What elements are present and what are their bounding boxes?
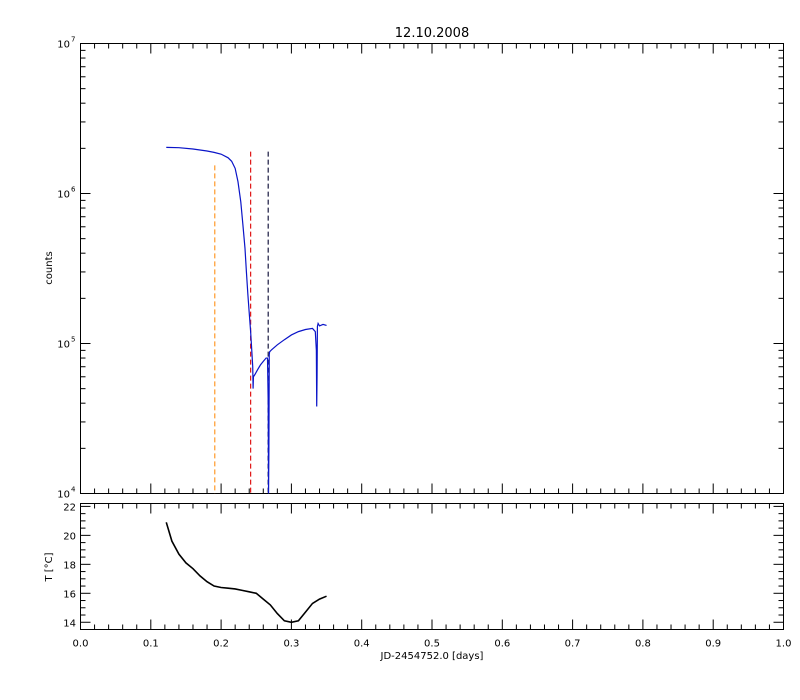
temperature-plot-frame [80, 503, 784, 630]
x-tick-label: 0.3 [283, 639, 299, 650]
chart-title: 12.10.2008 [395, 26, 469, 41]
x-tick-label: 0.4 [354, 639, 370, 650]
temperature-y-tick-label: 16 [63, 589, 76, 600]
counts-plot-frame [80, 43, 784, 494]
x-tick-label: 0.5 [424, 639, 440, 650]
x-tick-labels: 0.0 0.1 0.2 0.3 0.4 0.5 0.6 0.7 0.8 0.9 1.0 [73, 639, 792, 650]
x-tick-label: 0.9 [705, 639, 721, 650]
counts-y-tick-label: 10 [57, 190, 70, 201]
temperature-y-tick-labels: 14 16 18 20 22 [63, 502, 76, 629]
counts-y-tick-label: 10 [57, 490, 70, 501]
x-tick-label: 0.2 [213, 639, 229, 650]
x-tick-label: 0.8 [635, 639, 651, 650]
temperature-y-tick-label: 22 [63, 502, 76, 513]
marker-lines [214, 151, 269, 494]
temperature-axis-ticks [80, 503, 784, 630]
counts-y-tick-exponent: 4 [71, 486, 76, 494]
temperature-y-axis-label: T [°C] [44, 552, 55, 582]
temperature-y-tick-label: 18 [63, 560, 76, 571]
counts-y-tick-exponent: 5 [71, 336, 75, 344]
counts-axis-ticks [80, 43, 784, 494]
temperature-series-line [165, 522, 327, 624]
temperature-y-tick-label: 20 [63, 531, 76, 542]
counts-y-tick-exponent: 7 [71, 36, 75, 44]
x-tick-label: 1.0 [776, 639, 792, 650]
x-tick-label: 0.6 [494, 639, 510, 650]
counts-series-line [166, 146, 327, 494]
temperature-y-tick-label: 14 [63, 618, 76, 629]
x-tick-label: 0.1 [143, 639, 159, 650]
x-tick-label: 0.0 [73, 639, 89, 650]
counts-y-tick-label: 10 [57, 340, 70, 351]
counts-y-axis-label: counts [44, 251, 55, 284]
counts-y-tick-label: 10 [57, 40, 70, 51]
x-tick-label: 0.7 [565, 639, 581, 650]
x-axis-label: JD-2454752.0 [days] [380, 651, 484, 662]
counts-y-tick-exponent: 6 [71, 186, 76, 194]
